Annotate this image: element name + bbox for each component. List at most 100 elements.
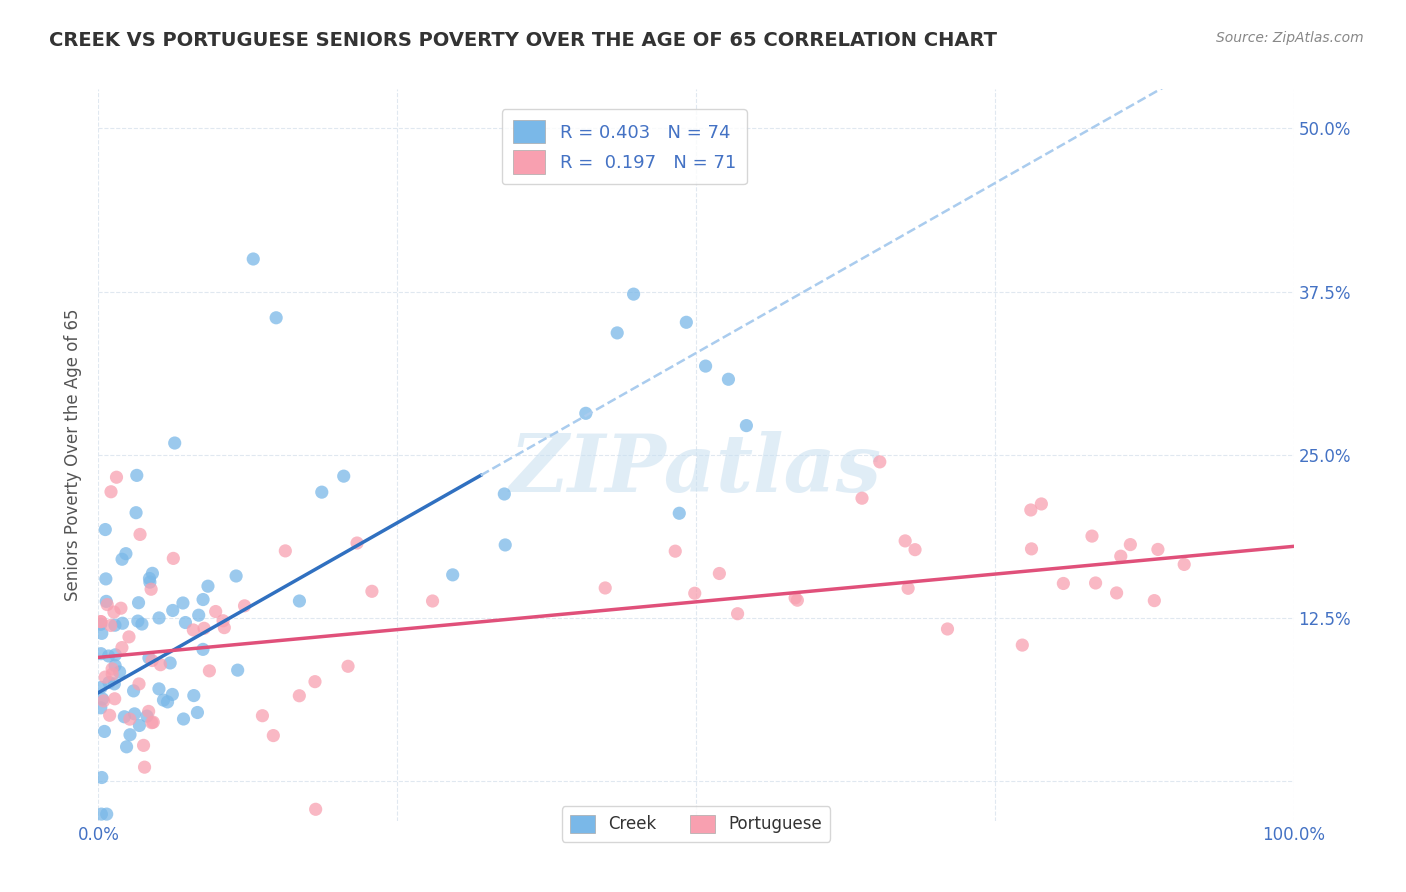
Point xyxy=(136,709,159,723)
Point xyxy=(191,592,214,607)
Point xyxy=(288,689,311,703)
Point xyxy=(118,728,141,742)
Point xyxy=(128,718,150,732)
Text: CREEK VS PORTUGUESE SENIORS POVERTY OVER THE AGE OF 65 CORRELATION CHART: CREEK VS PORTUGUESE SENIORS POVERTY OVER… xyxy=(49,31,997,50)
Point xyxy=(138,651,160,665)
Point xyxy=(90,615,112,629)
Point xyxy=(162,603,184,617)
Point xyxy=(894,533,917,548)
Point xyxy=(186,706,208,720)
Point xyxy=(90,681,112,695)
Point xyxy=(1019,503,1042,517)
Point xyxy=(1021,541,1043,556)
Point xyxy=(786,593,808,607)
Point xyxy=(494,487,516,501)
Point xyxy=(90,807,112,822)
Point xyxy=(94,523,117,537)
Point xyxy=(141,653,163,667)
Point xyxy=(159,656,181,670)
Point xyxy=(128,677,150,691)
Point xyxy=(735,418,758,433)
Point xyxy=(101,662,124,676)
Point xyxy=(104,658,127,673)
Point xyxy=(709,566,731,581)
Point xyxy=(183,689,205,703)
Point xyxy=(132,739,155,753)
Point xyxy=(104,648,127,662)
Point xyxy=(90,647,112,661)
Point xyxy=(149,657,172,672)
Point xyxy=(163,436,186,450)
Point xyxy=(111,640,134,655)
Point xyxy=(94,670,117,684)
Point xyxy=(936,622,959,636)
Point xyxy=(101,667,124,681)
Point xyxy=(304,674,326,689)
Point xyxy=(111,552,134,566)
Point xyxy=(98,708,121,723)
Point xyxy=(118,630,141,644)
Point xyxy=(115,547,138,561)
Point xyxy=(717,372,740,386)
Point xyxy=(204,605,226,619)
Point xyxy=(98,675,121,690)
Point xyxy=(869,455,891,469)
Text: ZIPatlas: ZIPatlas xyxy=(510,431,882,508)
Point xyxy=(675,315,697,329)
Point xyxy=(187,608,209,623)
Point xyxy=(305,802,328,816)
Point xyxy=(197,579,219,593)
Point xyxy=(191,642,214,657)
Point xyxy=(115,739,138,754)
Point xyxy=(125,468,148,483)
Point xyxy=(97,648,120,663)
Point xyxy=(96,598,118,612)
Point xyxy=(173,712,195,726)
Point xyxy=(156,695,179,709)
Point xyxy=(897,582,920,596)
Point xyxy=(361,584,384,599)
Point xyxy=(96,594,118,608)
Point xyxy=(727,607,749,621)
Point xyxy=(181,623,204,637)
Point xyxy=(91,692,114,706)
Point xyxy=(138,705,160,719)
Point xyxy=(174,615,197,630)
Point xyxy=(1119,538,1142,552)
Point xyxy=(148,681,170,696)
Point xyxy=(138,572,160,586)
Point xyxy=(90,626,112,640)
Point xyxy=(104,618,127,632)
Point xyxy=(104,691,127,706)
Point xyxy=(118,712,141,726)
Point xyxy=(668,506,690,520)
Point xyxy=(110,601,132,615)
Point xyxy=(422,594,444,608)
Point xyxy=(198,664,221,678)
Point xyxy=(142,715,165,730)
Point xyxy=(112,710,135,724)
Point xyxy=(124,706,146,721)
Point xyxy=(233,599,256,613)
Point xyxy=(193,621,215,635)
Point xyxy=(100,618,122,632)
Point xyxy=(131,617,153,632)
Point xyxy=(1052,576,1074,591)
Point xyxy=(242,252,264,266)
Text: Source: ZipAtlas.com: Source: ZipAtlas.com xyxy=(1216,31,1364,45)
Point xyxy=(664,544,686,558)
Point xyxy=(90,615,112,629)
Point xyxy=(494,538,516,552)
Point xyxy=(129,527,152,541)
Point xyxy=(1011,638,1033,652)
Point xyxy=(785,591,807,605)
Point xyxy=(93,694,115,708)
Point xyxy=(851,491,873,506)
Point xyxy=(1081,529,1104,543)
Point xyxy=(1084,576,1107,591)
Legend: Creek, Portuguese: Creek, Portuguese xyxy=(561,806,831,841)
Point xyxy=(127,614,149,628)
Point xyxy=(139,575,162,590)
Point xyxy=(332,469,354,483)
Point xyxy=(593,581,616,595)
